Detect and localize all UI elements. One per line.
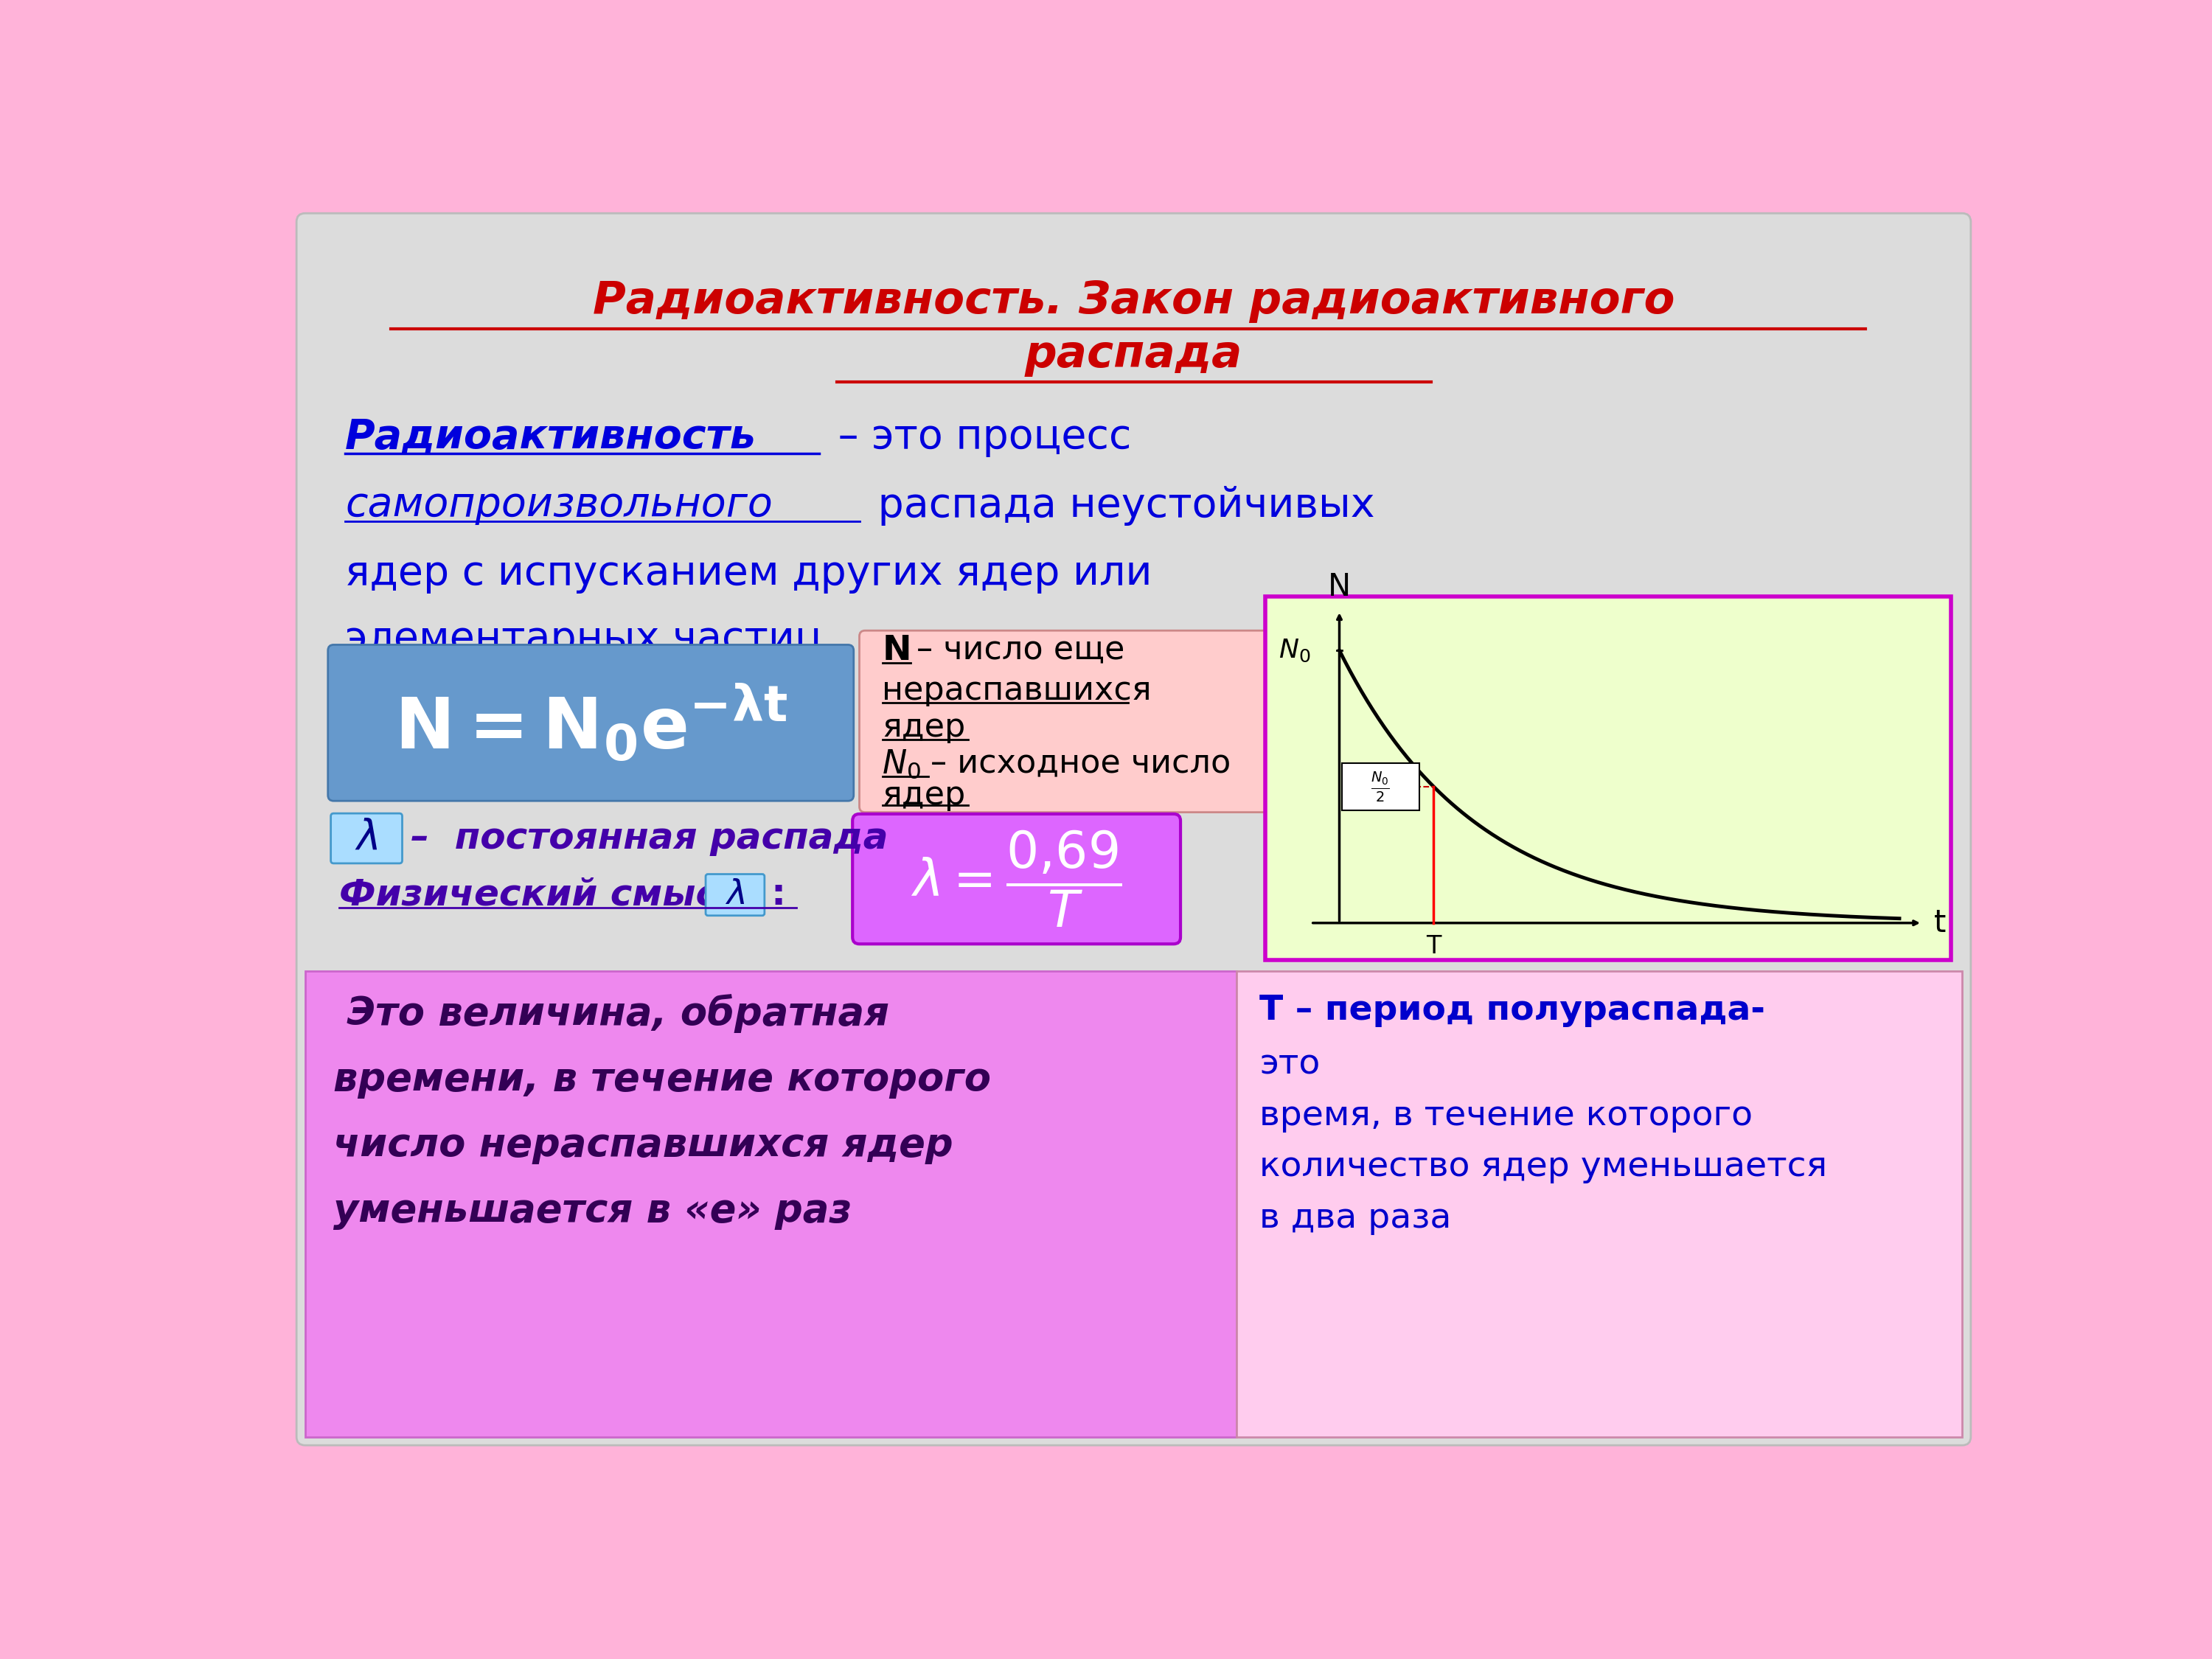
FancyBboxPatch shape bbox=[1265, 597, 1951, 961]
Text: это
время, в течение которого
количество ядер уменьшается
в два раза: это время, в течение которого количество… bbox=[1259, 1048, 1827, 1234]
Text: $\lambda = \dfrac{0{,}69}{T}$: $\lambda = \dfrac{0{,}69}{T}$ bbox=[911, 828, 1121, 929]
Text: Радиоактивность. Закон радиоактивного: Радиоактивность. Закон радиоактивного bbox=[593, 279, 1674, 324]
Text: T: T bbox=[1427, 934, 1442, 959]
FancyBboxPatch shape bbox=[332, 813, 403, 863]
Text: нераспавшихся: нераспавшихся bbox=[883, 674, 1152, 707]
Text: t: t bbox=[1933, 907, 1947, 939]
Text: – это процесс: – это процесс bbox=[825, 418, 1130, 458]
Text: –  постоянная распада: – постоянная распада bbox=[411, 821, 889, 856]
Text: :: : bbox=[770, 878, 785, 912]
Text: N: N bbox=[883, 634, 911, 667]
Text: Это величина, обратная
времени, в течение которого
число нераспавшихся ядер
умен: Это величина, обратная времени, в течени… bbox=[334, 994, 991, 1229]
Text: $\frac{N_0}{2}$: $\frac{N_0}{2}$ bbox=[1371, 770, 1389, 803]
Text: $\lambda$: $\lambda$ bbox=[354, 818, 378, 858]
FancyBboxPatch shape bbox=[706, 874, 765, 916]
Text: Т – период полураспада-: Т – период полураспада- bbox=[1259, 994, 1765, 1027]
FancyBboxPatch shape bbox=[852, 815, 1181, 944]
Text: N: N bbox=[1327, 571, 1352, 602]
FancyBboxPatch shape bbox=[1343, 763, 1420, 811]
Text: $\mathbf{N = N_0 e^{-\lambda t}}$: $\mathbf{N = N_0 e^{-\lambda t}}$ bbox=[394, 682, 787, 763]
FancyBboxPatch shape bbox=[305, 971, 1237, 1437]
Text: Радиоактивность: Радиоактивность bbox=[345, 418, 757, 458]
Text: элементарных частиц: элементарных частиц bbox=[345, 619, 823, 659]
Text: $N_0$: $N_0$ bbox=[883, 748, 922, 780]
Text: ядер: ядер bbox=[883, 712, 967, 743]
Text: Физический смысл: Физический смысл bbox=[338, 878, 745, 912]
Text: – исходное число: – исходное число bbox=[931, 748, 1232, 780]
FancyBboxPatch shape bbox=[1237, 971, 1962, 1437]
Text: $\lambda$: $\lambda$ bbox=[726, 878, 745, 911]
Text: распада: распада bbox=[1024, 333, 1243, 377]
FancyBboxPatch shape bbox=[327, 645, 854, 801]
FancyBboxPatch shape bbox=[858, 630, 1283, 813]
Text: распада неустойчивых: распада неустойчивых bbox=[865, 486, 1376, 526]
Text: ядер с испусканием других ядер или: ядер с испусканием других ядер или bbox=[345, 554, 1152, 594]
Text: ядер: ядер bbox=[883, 780, 967, 811]
Text: $N_0$: $N_0$ bbox=[1279, 637, 1312, 664]
Text: – число еще: – число еще bbox=[916, 635, 1124, 667]
Text: самопроизвольного: самопроизвольного bbox=[345, 486, 772, 526]
FancyBboxPatch shape bbox=[296, 214, 1971, 1445]
